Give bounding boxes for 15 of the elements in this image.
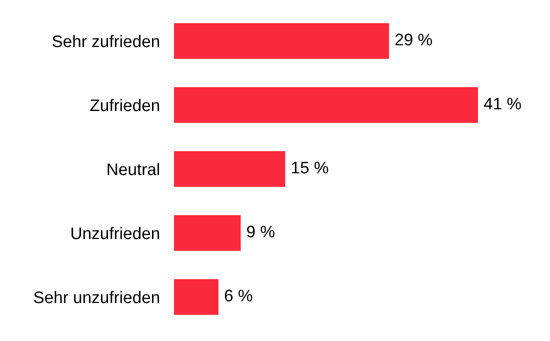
- y-tick-label: Sehr zufrieden: [52, 34, 160, 48]
- data-label: 9 %: [247, 226, 274, 238]
- data-label: 41 %: [484, 98, 521, 110]
- y-tick-label: Unzufrieden: [72, 226, 160, 240]
- data-label: 6 %: [224, 290, 252, 302]
- y-tick-label: Zufrieden: [90, 98, 160, 112]
- bar: [174, 279, 218, 315]
- y-tick-label: Neutral: [108, 162, 159, 176]
- bar: [174, 87, 478, 123]
- bar: [174, 215, 241, 251]
- data-label: 15 %: [292, 162, 328, 174]
- bar: [174, 23, 390, 59]
- bar: [174, 151, 286, 187]
- data-label: 29 %: [395, 34, 432, 46]
- y-tick-label: Sehr unzufrieden: [34, 290, 160, 304]
